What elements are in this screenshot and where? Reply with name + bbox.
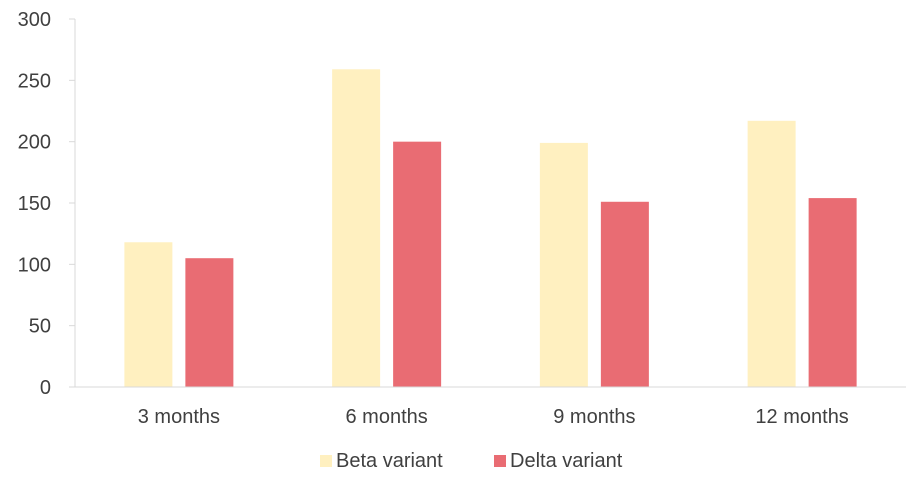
bar-beta-variant-9-months <box>539 142 588 387</box>
bar-delta-variant-3-months <box>185 258 234 387</box>
bar-beta-variant-12-months <box>747 120 796 388</box>
y-tick-label: 150 <box>18 193 51 215</box>
legend-label-delta-variant: Delta variant <box>510 450 623 472</box>
y-tick-label: 100 <box>18 254 51 276</box>
bar-delta-variant-9-months <box>600 201 649 387</box>
bar-beta-variant-6-months <box>332 69 381 387</box>
legend-label-beta-variant: Beta variant <box>336 450 443 472</box>
x-tick-label: 3 months <box>138 406 220 428</box>
y-tick-label: 0 <box>40 377 51 399</box>
y-tick-label: 50 <box>29 316 51 338</box>
x-tick-label: 12 months <box>755 406 848 428</box>
x-axis: 3 months 6 months 9 months 12 months <box>75 386 906 428</box>
y-tick-label: 250 <box>18 70 51 92</box>
legend-swatch-delta-variant <box>494 455 506 467</box>
legend: Beta variant Delta variant <box>320 450 623 472</box>
bar-delta-variant-12-months <box>808 198 857 387</box>
bar-beta-variant-3-months <box>124 242 173 387</box>
bars <box>124 69 857 388</box>
legend-swatch-beta-variant <box>320 455 332 467</box>
y-tick-label: 300 <box>18 9 51 31</box>
x-tick-label: 9 months <box>553 406 635 428</box>
y-tick-label: 200 <box>18 132 51 154</box>
x-tick-label: 6 months <box>345 406 427 428</box>
y-axis: 0 50 100 150 200 250 300 <box>18 9 76 399</box>
bar-delta-variant-6-months <box>393 141 442 387</box>
